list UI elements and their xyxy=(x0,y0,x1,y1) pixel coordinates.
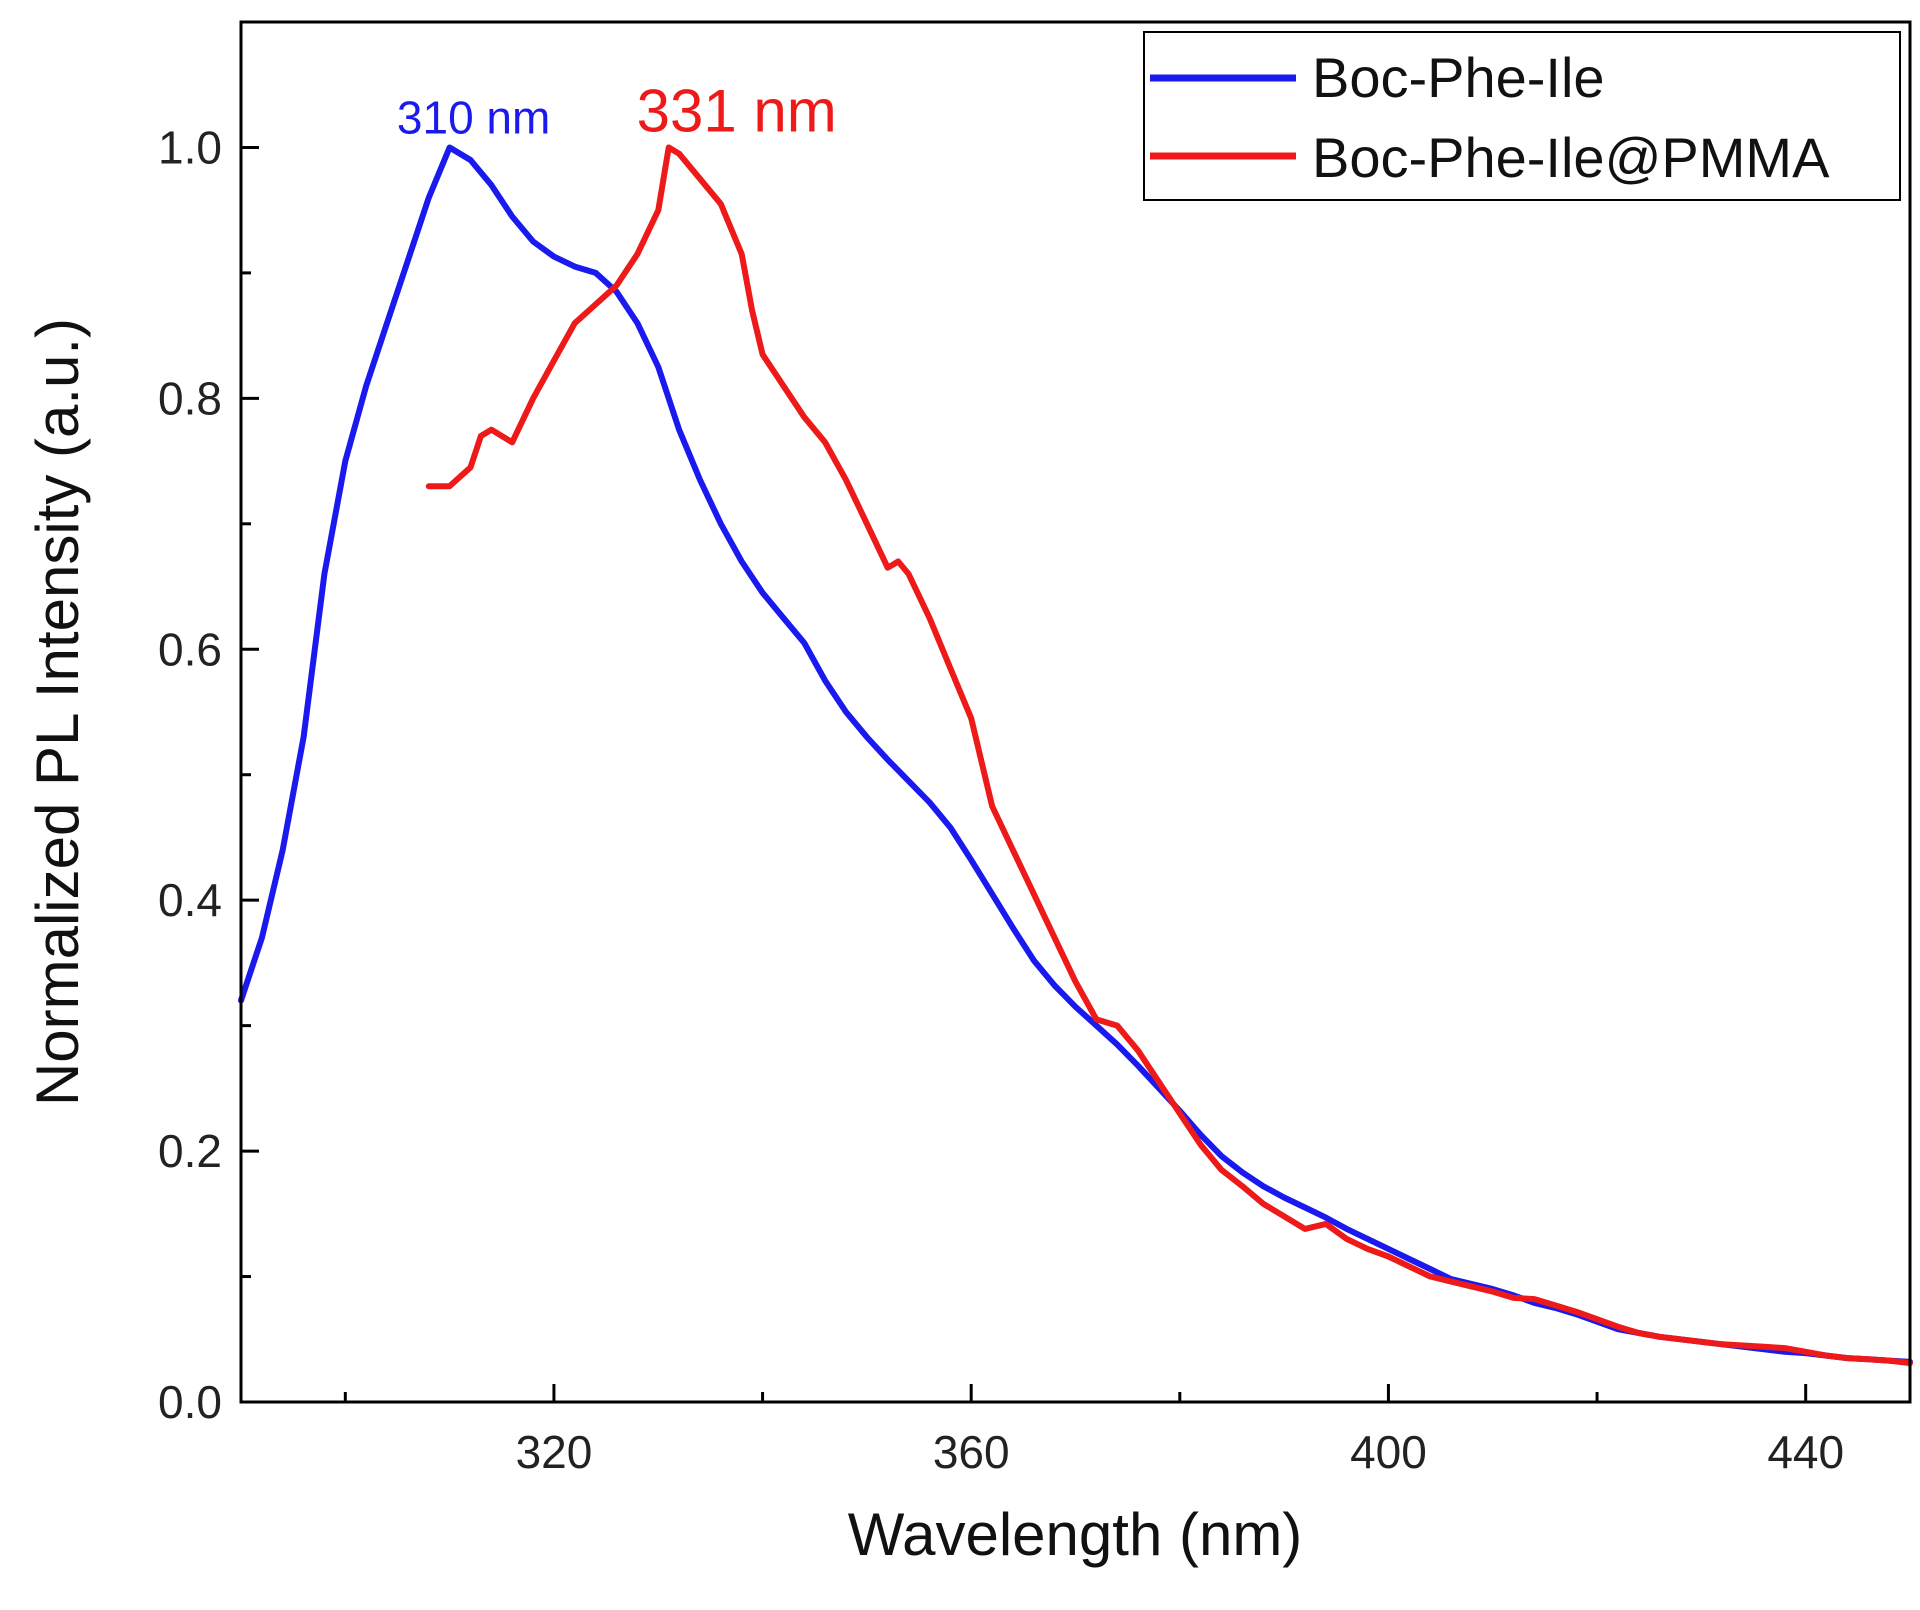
legend-label-boc-phe-ile-pmma: Boc-Phe-Ile@PMMA xyxy=(1312,126,1830,189)
legend-label-boc-phe-ile: Boc-Phe-Ile xyxy=(1312,46,1605,109)
x-tick-label: 320 xyxy=(516,1426,593,1478)
legend: Boc-Phe-Ile Boc-Phe-Ile@PMMA xyxy=(1143,31,1901,201)
peak-label-boc-phe-ile: 310 nm xyxy=(397,91,550,143)
y-axis-title: Normalized PL Intensity (a.u.) xyxy=(24,318,91,1106)
y-tick-label: 0.4 xyxy=(158,874,222,926)
y-tick-label: 1.0 xyxy=(158,121,222,173)
y-tick-label: 0.2 xyxy=(158,1125,222,1177)
x-axis-ticks: 320 360 400 440 xyxy=(343,1384,1844,1478)
y-tick-label: 0.0 xyxy=(158,1376,222,1428)
y-tick-label: 0.8 xyxy=(158,372,222,424)
plot-lines xyxy=(238,144,1913,1367)
x-tick-label: 400 xyxy=(1350,1426,1427,1478)
y-axis-ticks: 0.0 0.2 0.4 0.6 0.8 1.0 xyxy=(158,121,259,1428)
x-tick-label: 440 xyxy=(1767,1426,1844,1478)
x-tick-label: 360 xyxy=(933,1426,1010,1478)
x-axis-title: Wavelength (nm) xyxy=(848,1501,1303,1568)
plot-frame xyxy=(239,20,1912,1404)
y-tick-label: 0.6 xyxy=(158,623,222,675)
series-line-1 xyxy=(425,144,1913,1367)
peak-label-boc-phe-ile-pmma: 331 nm xyxy=(637,77,837,144)
legend-box xyxy=(1143,31,1901,201)
